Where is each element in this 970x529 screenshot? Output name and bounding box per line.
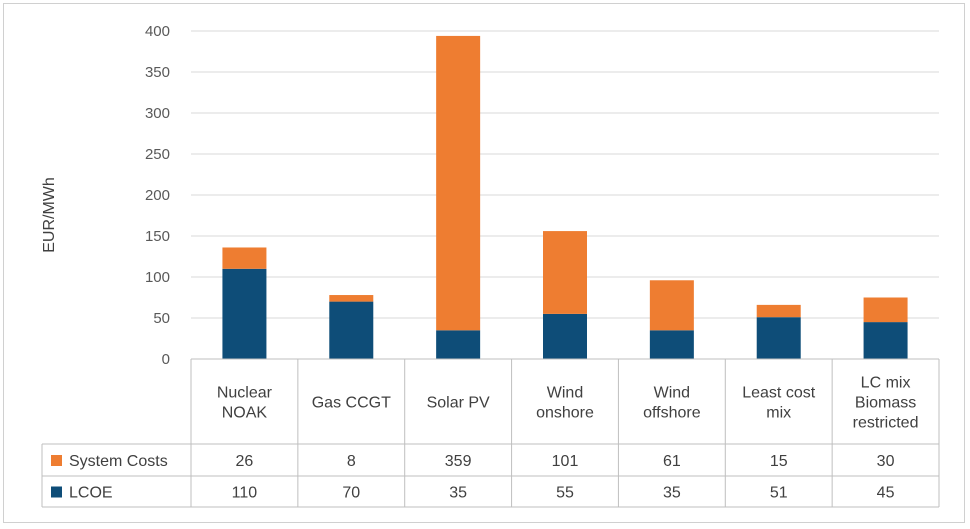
y-axis-title: EUR/MWh — [41, 177, 58, 253]
table-cell-value: 61 — [663, 453, 681, 470]
category-label-line: NOAK — [222, 405, 268, 422]
y-tick-label: 50 — [153, 310, 170, 327]
table-cell-value: 45 — [877, 485, 895, 502]
category-label: Nuclear NOAK — [217, 385, 273, 422]
y-tick-label: 100 — [145, 269, 170, 286]
category-label-line: Wind — [654, 385, 690, 402]
bar-lcoe — [543, 313, 587, 359]
table-cell-value: 55 — [556, 485, 574, 502]
category-label-line: onshore — [536, 405, 594, 422]
bar-system-costs — [436, 35, 481, 331]
y-tick-label: 350 — [145, 64, 170, 81]
y-tick-label: 150 — [145, 228, 170, 245]
table-cell-value: 35 — [449, 485, 467, 502]
legend-label-lcoe: LCOE — [69, 485, 113, 502]
category-label-line: Gas CCGT — [312, 395, 391, 412]
table-cell-value: 101 — [552, 453, 579, 470]
bar-system-costs — [649, 280, 694, 331]
category-label: LC mix Biomass restricted — [853, 375, 919, 432]
table-cell-value: 26 — [236, 453, 254, 470]
category-label-line: offshore — [643, 405, 701, 422]
bar-system-costs — [329, 295, 374, 302]
category-label-line: LC mix — [861, 375, 911, 392]
table-cell-value: 70 — [342, 485, 360, 502]
legend-label-system-costs: System Costs — [69, 453, 168, 470]
category-label: Wind onshore — [536, 385, 594, 422]
category-label: Gas CCGT — [312, 395, 391, 412]
table-cell-value: 51 — [770, 485, 788, 502]
category-label: Least cost mix — [742, 385, 815, 422]
y-tick-label: 250 — [145, 146, 170, 163]
bar-lcoe — [756, 317, 801, 359]
category-label-line: mix — [766, 405, 791, 422]
category-label-line: Least cost — [742, 385, 815, 402]
bar-lcoe — [649, 330, 694, 359]
bar-lcoe — [863, 322, 908, 359]
category-label-line: restricted — [853, 415, 919, 432]
table-cell-value: 110 — [232, 485, 258, 502]
legend-key-lcoe — [51, 486, 62, 498]
category-label: Wind offshore — [643, 385, 701, 422]
bar-system-costs — [222, 247, 267, 269]
category-label-line: Wind — [547, 385, 583, 402]
y-tick-label: 400 — [145, 23, 170, 40]
table-cell-value: 359 — [445, 453, 472, 470]
table-cell-value: 8 — [347, 453, 356, 470]
chart-frame: 0 50 100 150 200 250 300 350 400 EUR/MWh Nuclear NO… — [3, 3, 965, 523]
category-label-line: Biomass — [855, 395, 916, 412]
chart-svg: 0 50 100 150 200 250 300 350 400 EUR/MWh Nuclear NO… — [41, 23, 940, 508]
bar-system-costs — [543, 231, 587, 314]
bar-lcoe — [436, 330, 481, 359]
table-cell-value: 30 — [877, 453, 895, 470]
category-label-line: Nuclear — [217, 385, 273, 402]
y-tick-label: 200 — [145, 187, 170, 204]
y-tick-label: 0 — [162, 351, 170, 368]
legend-key-system-costs — [51, 455, 62, 466]
bar-lcoe — [329, 301, 374, 359]
bar-system-costs — [756, 304, 801, 318]
y-tick-label: 300 — [145, 105, 170, 122]
bar-system-costs — [863, 297, 908, 323]
table-cell-value: 15 — [770, 453, 788, 470]
table-cell-value: 35 — [663, 485, 681, 502]
category-label: Solar PV — [427, 395, 490, 412]
bar-lcoe — [222, 268, 267, 359]
category-label-line: Solar PV — [427, 395, 490, 412]
